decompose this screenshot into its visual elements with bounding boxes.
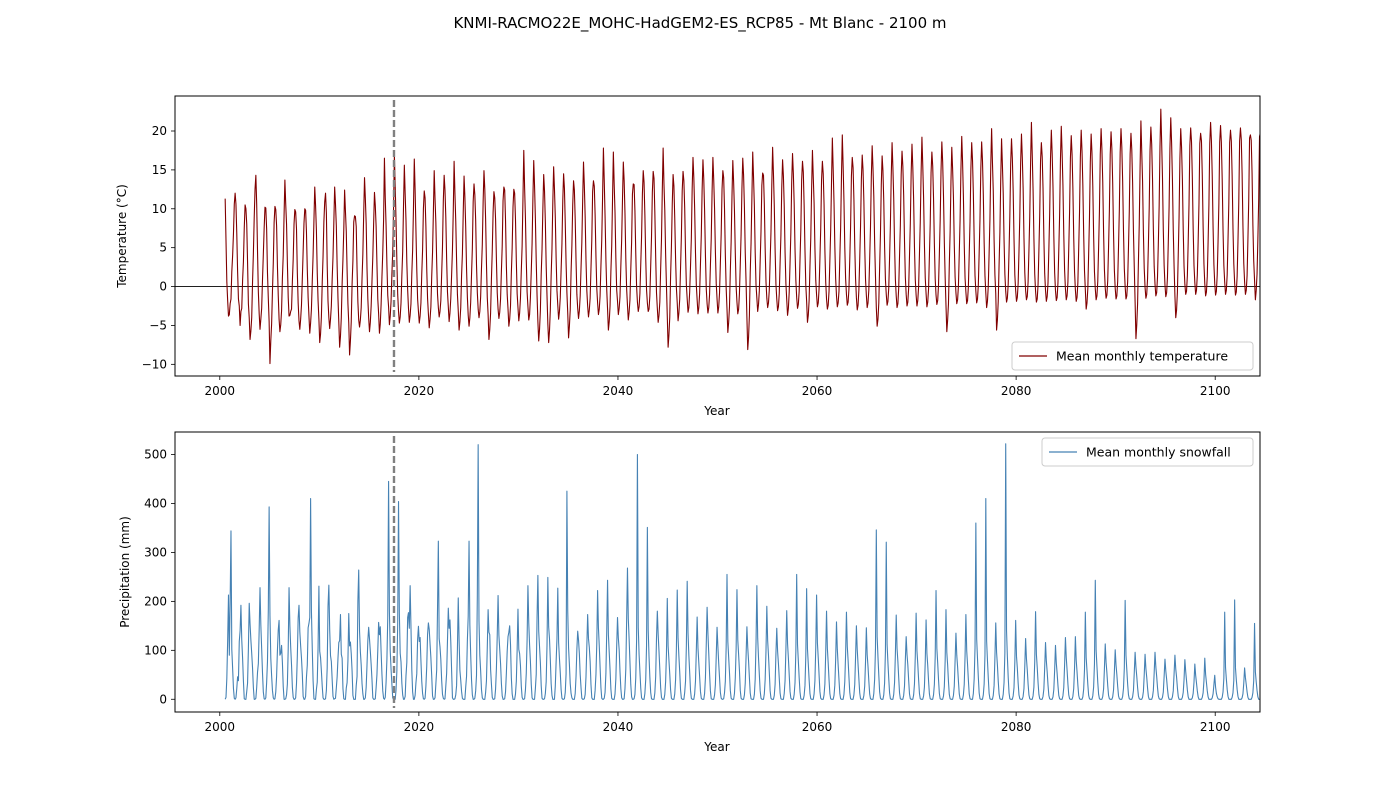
- temperature-legend-box: [1011, 341, 1254, 371]
- temperature-y-tick-label: 5: [159, 241, 167, 255]
- temperature-axes-frame: [174, 95, 1261, 377]
- temperature-legend: Mean monthly temperature: [1011, 341, 1254, 371]
- snowfall-series-line: [224, 443, 1260, 700]
- temperature-y-tick-label: 15: [152, 163, 167, 177]
- temperature-y-tick-label: 10: [152, 202, 167, 216]
- snowfall-y-tick-label: 200: [144, 594, 167, 608]
- temperature-x-tick-label: 2020: [404, 384, 435, 398]
- snowfall-y-axis-label: Precipitation (mm): [118, 516, 132, 628]
- snowfall-x-tick-label: 2060: [802, 720, 833, 734]
- temperature-x-tick-label: 2100: [1200, 384, 1231, 398]
- figure-title: KNMI-RACMO22E_MOHC-HadGEM2-ES_RCP85 - Mt…: [453, 14, 946, 33]
- snowfall-legend-box: [1041, 437, 1254, 467]
- snowfall-ticks: 2000 2020 2040 2060 2080 2100 0 100 200 300 400 500: [144, 448, 1230, 734]
- snowfall-x-tick-label: 2020: [404, 720, 435, 734]
- snowfall-y-tick-label: 0: [159, 692, 167, 706]
- temperature-x-tick-label: 2040: [603, 384, 634, 398]
- temperature-legend-label: Mean monthly temperature: [1056, 349, 1228, 364]
- temperature-axes: 2000 2020 2040 2060 2080 2100 −10 −5 0 5 10 15 20 Ye…: [115, 95, 1261, 418]
- temperature-y-tick-label: 0: [159, 280, 167, 294]
- temperature-y-tick-label: −10: [142, 357, 167, 371]
- temperature-y-axis-label: Temperature (°C): [115, 184, 129, 289]
- temperature-x-tick-label: 2000: [205, 384, 236, 398]
- temperature-series-group: [175, 100, 1260, 372]
- temperature-x-tick-label: 2060: [802, 384, 833, 398]
- snowfall-axes-frame: [174, 431, 1261, 713]
- snowfall-x-tick-label: 2040: [603, 720, 634, 734]
- snowfall-legend: Mean monthly snowfall: [1041, 437, 1254, 467]
- snowfall-y-tick-label: 400: [144, 496, 167, 510]
- snowfall-y-tick-label: 100: [144, 643, 167, 657]
- temperature-y-tick-label: 20: [152, 124, 167, 138]
- snowfall-x-tick-label: 2100: [1200, 720, 1231, 734]
- temperature-ticks: 2000 2020 2040 2060 2080 2100 −10 −5 0 5 10 15 20: [142, 124, 1231, 398]
- temperature-x-axis-label: Year: [703, 404, 729, 418]
- temperature-y-tick-label: −5: [149, 318, 167, 332]
- temperature-x-tick-label: 2080: [1001, 384, 1032, 398]
- snowfall-legend-label: Mean monthly snowfall: [1086, 445, 1231, 460]
- snowfall-axes: 2000 2020 2040 2060 2080 2100 0 100 200 300 400 500…: [118, 431, 1261, 754]
- snowfall-y-tick-label: 300: [144, 545, 167, 559]
- snowfall-x-tick-label: 2080: [1001, 720, 1032, 734]
- snowfall-x-tick-label: 2000: [205, 720, 236, 734]
- temperature-series-line: [224, 108, 1260, 365]
- snowfall-series-group: [224, 436, 1260, 708]
- snowfall-x-axis-label: Year: [703, 740, 729, 754]
- snowfall-y-tick-label: 500: [144, 448, 167, 462]
